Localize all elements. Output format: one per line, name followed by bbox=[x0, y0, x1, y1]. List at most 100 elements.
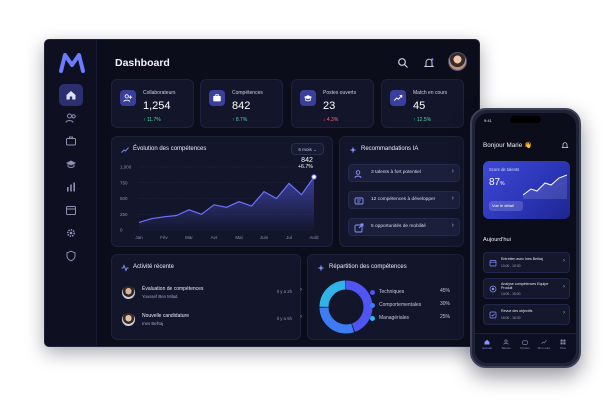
search-button[interactable] bbox=[396, 56, 410, 70]
bell-icon bbox=[423, 58, 435, 67]
recommendation-label: 5 opportunités de mobilité bbox=[371, 224, 426, 229]
legend-item: Techniques 45% bbox=[370, 288, 450, 296]
status-time: 9:41 bbox=[484, 118, 492, 123]
task-item[interactable]: Entretien avec Ines Belhaj 10:00 - 10:30… bbox=[483, 252, 570, 273]
activity-item[interactable]: Nouvelle candidature Ines Belhaj Il y a … bbox=[122, 310, 302, 332]
stat-delta: ↑ 8.7% bbox=[232, 117, 248, 123]
shield-icon bbox=[66, 250, 76, 262]
trend-icon bbox=[390, 90, 406, 106]
activity-item[interactable]: Évaluation de compétences Youssef Ben Mi… bbox=[122, 283, 302, 305]
sidebar-item-users[interactable] bbox=[59, 107, 83, 129]
tab-suivi[interactable]: Mon suivi bbox=[536, 339, 552, 350]
activity-time: Il y a 2h bbox=[276, 289, 292, 294]
activity-subtitle: Youssef Ben Milad bbox=[142, 294, 178, 299]
users-icon bbox=[65, 113, 76, 123]
legend-label: Managériales bbox=[379, 315, 410, 321]
chevron-right-icon: › bbox=[451, 222, 454, 229]
y-tick-label: 0 bbox=[120, 228, 123, 233]
pulse-icon bbox=[121, 264, 129, 272]
view-detail-button[interactable]: Voir le détail bbox=[489, 201, 523, 211]
legend-pct: 45% bbox=[439, 288, 450, 294]
search-icon bbox=[398, 58, 408, 68]
distribution-card: Répartition des compétences Techniques 4… bbox=[307, 254, 464, 340]
tab-accueil[interactable]: Accueil bbox=[479, 339, 495, 350]
x-tick-label: Mai bbox=[235, 235, 242, 240]
stat-value: 1,254 bbox=[143, 100, 171, 112]
sparkline bbox=[523, 174, 567, 199]
stat-card-collaborateurs: Collaborateurs 1,254 ↑ 11.7% bbox=[111, 79, 194, 128]
tab-postes[interactable]: Postes bbox=[517, 339, 533, 350]
tab-bar: Accueil Talents Postes Mon suivi Plus bbox=[475, 333, 576, 363]
chart-icon bbox=[541, 339, 547, 345]
activity-time: Il y a 5h bbox=[276, 316, 292, 321]
bar-chart-icon bbox=[67, 182, 75, 192]
x-tick-label: Jan bbox=[135, 235, 143, 240]
chart-tooltip: 842 +6.7% bbox=[298, 157, 313, 171]
grid-icon bbox=[560, 339, 566, 345]
y-tick-label: 250 bbox=[120, 212, 128, 217]
app-logo bbox=[59, 53, 85, 73]
chevron-right-icon: › bbox=[563, 284, 565, 290]
user-avatar[interactable] bbox=[448, 52, 467, 71]
chevron-right-icon: › bbox=[563, 258, 565, 264]
sidebar-item-training[interactable] bbox=[59, 153, 83, 175]
notifications-button[interactable] bbox=[422, 56, 436, 70]
section-title: Aujourd'hui bbox=[483, 237, 511, 243]
recommendation-item[interactable]: 5 opportunités de mobilité › bbox=[348, 218, 460, 236]
activity-subtitle: Ines Belhaj bbox=[142, 321, 164, 326]
home-icon bbox=[484, 339, 490, 345]
stat-value: 23 bbox=[323, 100, 336, 112]
sidebar-item-calendar[interactable] bbox=[59, 199, 83, 221]
sidebar-item-home[interactable] bbox=[59, 84, 83, 106]
phone-screen: 9:41 Bonjour Marie 👋 Score de talents 87… bbox=[475, 113, 576, 363]
stat-card-postes: Postes ouverts 23 ↓ 4.3% bbox=[291, 79, 374, 128]
recommendation-label: 12 compétences à développer bbox=[371, 197, 436, 202]
activity-title: Nouvelle candidature bbox=[142, 313, 189, 319]
legend-item: Comportementales 30% bbox=[370, 301, 450, 309]
phone-notch bbox=[510, 116, 541, 123]
briefcase-icon bbox=[522, 340, 528, 345]
chevron-right-icon: › bbox=[563, 310, 565, 316]
recommendation-item[interactable]: 12 compétences à développer › bbox=[348, 191, 460, 209]
check-icon bbox=[489, 311, 497, 319]
sidebar-item-security[interactable] bbox=[59, 245, 83, 267]
recommendation-label: 3 talents à fort potentiel bbox=[371, 170, 421, 175]
legend-dot bbox=[370, 315, 375, 321]
calendar-icon bbox=[66, 206, 76, 215]
activity-card: Activité récente Évaluation de compétenc… bbox=[111, 254, 302, 340]
period-select[interactable]: 6 mois ⌄ bbox=[291, 143, 324, 155]
y-tick-label: 1,000 bbox=[120, 165, 132, 170]
legend-label: Techniques bbox=[379, 289, 405, 295]
graduation-icon bbox=[66, 160, 76, 168]
series-line bbox=[138, 176, 315, 223]
task-time: 10:00 - 10:30 bbox=[501, 264, 521, 268]
distribution-donut bbox=[319, 280, 373, 334]
talent-score-card[interactable]: Score de talents 87% Voir le détail bbox=[483, 161, 570, 219]
legend-label: Comportementales bbox=[379, 302, 422, 308]
task-item[interactable]: Analyse compétences Equipe Produit 14:00… bbox=[483, 278, 570, 299]
task-title: Entretien avec Ines Belhaj bbox=[501, 257, 543, 261]
tab-talents[interactable]: Talents bbox=[498, 339, 514, 350]
calendar-icon bbox=[489, 260, 497, 267]
sidebar-item-analytics[interactable] bbox=[59, 176, 83, 198]
bell-icon[interactable] bbox=[561, 141, 569, 149]
sidebar-item-settings[interactable] bbox=[59, 222, 83, 244]
legend-item: Managériales 25% bbox=[370, 314, 450, 322]
gear-icon bbox=[66, 228, 76, 238]
y-tick-label: 750 bbox=[120, 180, 128, 185]
chevron-right-icon: › bbox=[300, 314, 302, 320]
sidebar-item-jobs[interactable] bbox=[59, 130, 83, 152]
tab-plus[interactable]: Plus bbox=[555, 339, 571, 350]
card-title: Répartition des compétences bbox=[329, 264, 407, 270]
x-tick-label: Fév bbox=[160, 235, 168, 240]
graduation-icon bbox=[300, 90, 316, 106]
chevron-right-icon: › bbox=[451, 168, 454, 175]
task-item[interactable]: Revue des objectifs 16:00 - 16:30 › bbox=[483, 304, 570, 325]
hero-label: Score de talents bbox=[489, 167, 520, 172]
stat-value: 842 bbox=[232, 100, 251, 112]
stat-delta: ↑ 12.5% bbox=[413, 117, 432, 123]
recommendation-item[interactable]: 3 talents à fort potentiel › bbox=[348, 164, 460, 182]
card-title: Recommandations IA bbox=[361, 146, 419, 152]
briefcase-icon bbox=[66, 136, 76, 146]
tooltip-value: 842 bbox=[301, 156, 313, 164]
